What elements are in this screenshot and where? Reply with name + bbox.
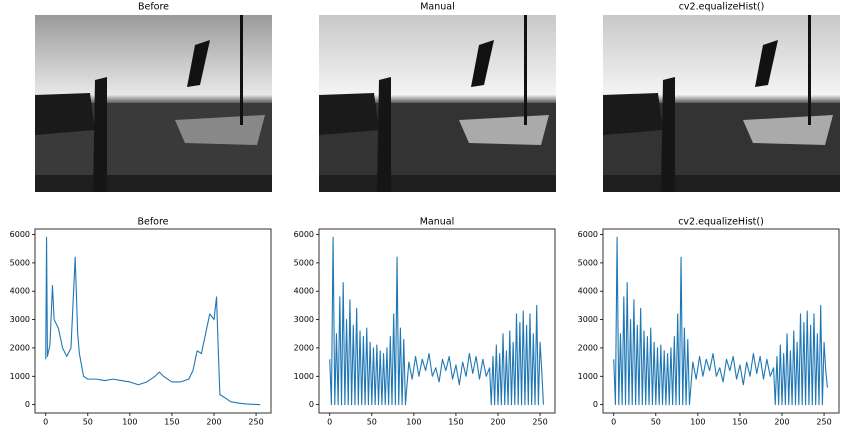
photo bbox=[319, 15, 556, 192]
x-tick-label: 250 bbox=[248, 418, 263, 427]
flag bbox=[471, 40, 494, 87]
pole bbox=[377, 77, 391, 192]
x-tick-label: 200 bbox=[490, 418, 505, 427]
axes-frame bbox=[318, 228, 556, 414]
flag bbox=[755, 40, 778, 87]
pier bbox=[35, 175, 272, 192]
y-tick-label: 3000 bbox=[294, 315, 314, 324]
y-tick-label: 2000 bbox=[10, 343, 30, 352]
photo bbox=[603, 15, 840, 192]
boats bbox=[35, 93, 95, 135]
pole bbox=[93, 77, 107, 192]
y-tick-label: 5000 bbox=[294, 258, 314, 267]
x-tick-label: 100 bbox=[406, 418, 421, 427]
y-tick-label: 6000 bbox=[294, 230, 314, 239]
y-tick-label: 6000 bbox=[10, 230, 30, 239]
image-title: cv2.equalizeHist() bbox=[679, 2, 765, 13]
boats bbox=[319, 93, 379, 135]
mast bbox=[808, 15, 811, 125]
x-tick-label: 250 bbox=[532, 418, 547, 427]
pier bbox=[319, 175, 556, 192]
y-tick-label: 0 bbox=[25, 400, 30, 409]
flag bbox=[187, 40, 210, 87]
line bbox=[329, 236, 544, 406]
x-tick-label: 250 bbox=[816, 418, 831, 427]
y-tick-label: 4000 bbox=[578, 287, 598, 296]
y-tick-label: 6000 bbox=[578, 230, 598, 239]
y-tick-label: 1000 bbox=[578, 372, 598, 381]
mast bbox=[240, 15, 243, 125]
y-tick-label: 0 bbox=[593, 400, 598, 409]
x-tick-label: 100 bbox=[690, 418, 705, 427]
y-tick-label: 3000 bbox=[578, 315, 598, 324]
x-tick-label: 150 bbox=[732, 418, 747, 427]
chart-title: Manual bbox=[420, 217, 455, 228]
image-title: Before bbox=[138, 2, 169, 13]
pole bbox=[661, 77, 675, 192]
x-tick-label: 50 bbox=[651, 418, 661, 427]
line bbox=[45, 236, 261, 406]
pier bbox=[603, 175, 840, 192]
chart-title: Before bbox=[137, 217, 168, 228]
y-tick-label: 5000 bbox=[578, 258, 598, 267]
y-tick-label: 1000 bbox=[294, 372, 314, 381]
y-tick-label: 1000 bbox=[10, 372, 30, 381]
yacht bbox=[175, 115, 265, 145]
x-tick-label: 50 bbox=[83, 418, 93, 427]
mast bbox=[524, 15, 527, 125]
x-tick-label: 0 bbox=[611, 418, 616, 427]
axes-frame bbox=[602, 228, 840, 414]
x-tick-label: 0 bbox=[327, 418, 332, 427]
y-tick-label: 2000 bbox=[578, 343, 598, 352]
image-title: Manual bbox=[420, 2, 455, 13]
x-tick-label: 150 bbox=[164, 418, 179, 427]
x-tick-label: 0 bbox=[43, 418, 48, 427]
x-tick-label: 100 bbox=[122, 418, 137, 427]
chart-title: cv2.equalizeHist() bbox=[678, 217, 764, 228]
yacht bbox=[743, 115, 833, 145]
yacht bbox=[459, 115, 549, 145]
axes-frame bbox=[34, 228, 272, 414]
line bbox=[613, 236, 828, 406]
y-tick-label: 0 bbox=[309, 400, 314, 409]
y-tick-label: 2000 bbox=[294, 343, 314, 352]
x-tick-label: 150 bbox=[448, 418, 463, 427]
photo bbox=[35, 15, 272, 192]
x-tick-label: 200 bbox=[774, 418, 789, 427]
x-tick-label: 50 bbox=[367, 418, 377, 427]
y-tick-label: 5000 bbox=[10, 258, 30, 267]
y-tick-label: 4000 bbox=[10, 287, 30, 296]
boats bbox=[603, 93, 663, 135]
y-tick-label: 4000 bbox=[294, 287, 314, 296]
y-tick-label: 3000 bbox=[10, 315, 30, 324]
x-tick-label: 200 bbox=[206, 418, 221, 427]
